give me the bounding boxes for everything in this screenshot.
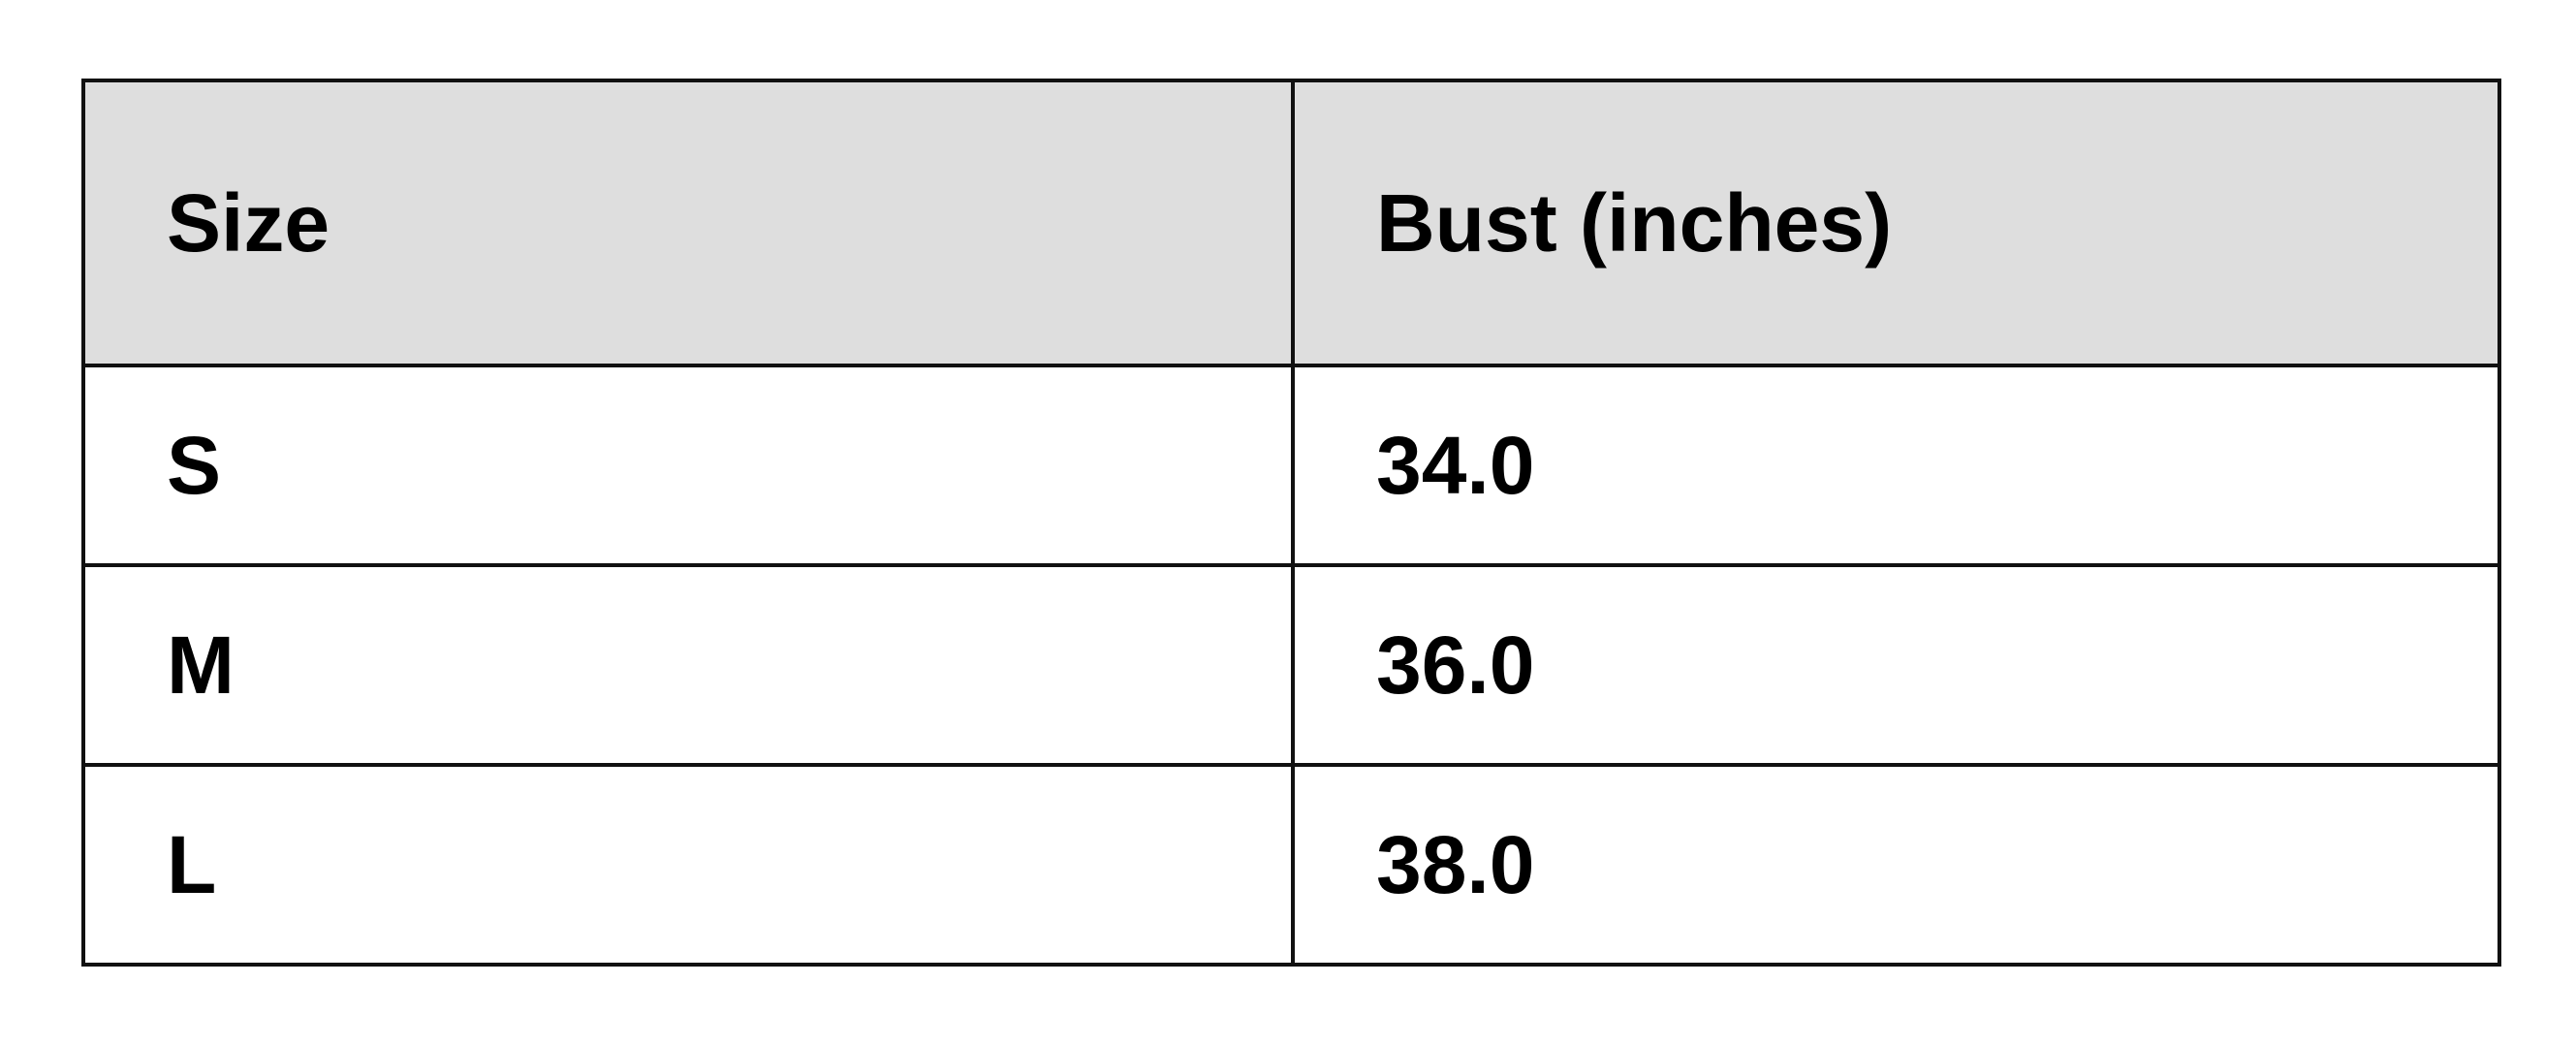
size-chart-table: Size Bust (inches) S 34.0 M 36.0 L 38.0 [81, 79, 2501, 967]
table-row: S 34.0 [81, 364, 2501, 567]
header-row: Size Bust (inches) [81, 79, 2501, 367]
cell-size: S [81, 364, 1295, 567]
table-row: L 38.0 [81, 763, 2501, 967]
cell-size: M [81, 563, 1295, 767]
cell-size: L [81, 763, 1295, 967]
header-size: Size [81, 79, 1295, 367]
cell-bust: 34.0 [1291, 364, 2501, 567]
table-row: M 36.0 [81, 563, 2501, 767]
cell-bust: 38.0 [1291, 763, 2501, 967]
header-bust: Bust (inches) [1291, 79, 2501, 367]
cell-bust: 36.0 [1291, 563, 2501, 767]
